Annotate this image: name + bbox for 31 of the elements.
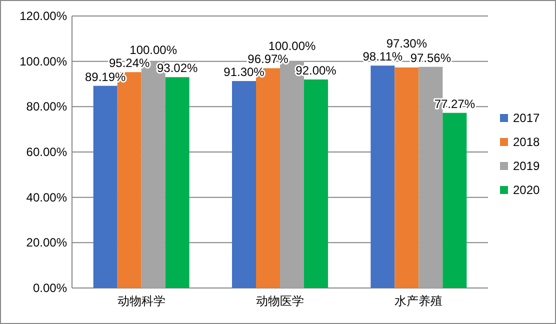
data-label: 93.02% [156,61,198,76]
bar [370,66,395,288]
legend-label: 2018 [513,135,540,149]
data-label: 96.97% [248,52,289,66]
y-tick-label: 60.00% [26,145,68,159]
bar [304,79,328,288]
bar [394,67,419,288]
data-label: 97.56% [410,50,452,65]
y-tick-label: 20.00% [26,236,68,250]
data-label: 100.00% [268,39,316,54]
data-label: 77.27% [434,96,476,111]
y-tick-label: 100.00% [20,54,68,68]
data-label: 98.11% [362,50,403,64]
bar [232,81,256,288]
x-tick-label: 动物科学 [117,294,166,308]
legend-label: 2020 [513,183,540,197]
bar [93,86,118,288]
legend-label: 2019 [513,159,540,173]
data-label: 92.00% [296,63,337,78]
y-tick-label: 120.00% [20,9,68,23]
legend-label: 2017 [513,111,540,125]
data-label: 100.00% [130,43,178,58]
bar [442,112,467,288]
y-tick-label: 0.00% [32,281,68,295]
x-tick-label: 水产养殖 [394,294,443,308]
data-label: 97.30% [386,36,428,51]
data-label: 95.24% [108,56,150,70]
bar [165,77,190,288]
y-tick-label: 80.00% [26,100,68,114]
y-tick-label: 40.00% [26,190,68,204]
x-tick-label: 动物医学 [256,294,304,308]
